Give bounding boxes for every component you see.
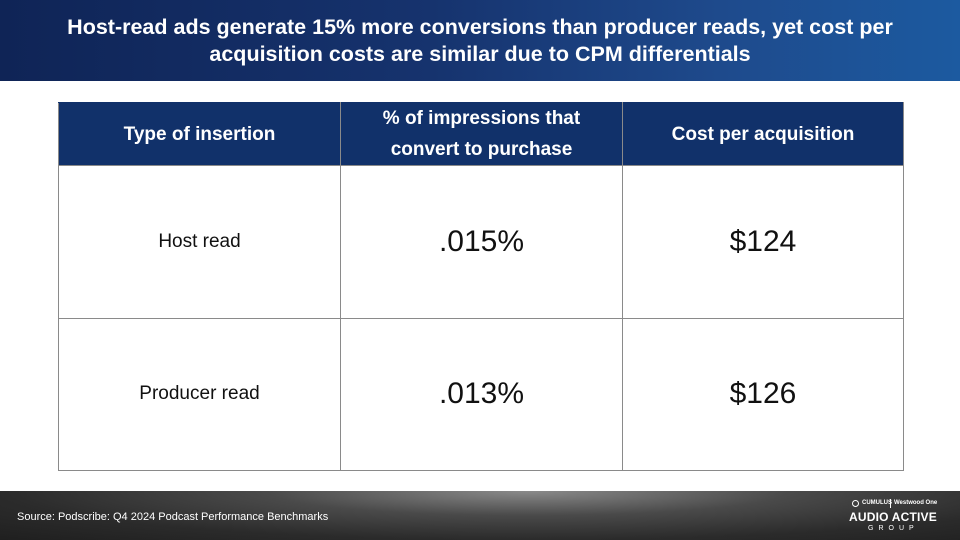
logo-westwood-text: Westwood One	[894, 500, 938, 506]
title-bar: Host-read ads generate 15% more conversi…	[0, 0, 960, 81]
logo-cumulus-text: CUMULUS	[862, 500, 892, 506]
conversion-rate-cell: .013%	[340, 317, 623, 471]
comparison-table: Type of insertion % of impressions that …	[58, 102, 904, 471]
insertion-type-cell: Producer read	[58, 317, 341, 471]
audio-active-group-logo: CUMULUS Westwood One AUDIO ACTIVE GROUP	[836, 499, 952, 533]
table-row: Producer read .013% $126	[58, 317, 904, 471]
cost-per-acquisition-cell: $124	[622, 165, 904, 319]
insertion-type-cell: Host read	[58, 165, 341, 319]
cumulus-mark-icon	[852, 500, 859, 507]
slide-title: Host-read ads generate 15% more conversi…	[67, 14, 893, 66]
logo-sub-text: GROUP	[868, 525, 919, 532]
footer: Source: Podscribe: Q4 2024 Podcast Perfo…	[0, 491, 960, 540]
conversion-rate-cell: .015%	[340, 165, 623, 319]
logo-divider	[890, 499, 891, 508]
column-header-cost-per-acquisition: Cost per acquisition	[622, 102, 904, 166]
cost-per-acquisition-cell: $126	[622, 317, 904, 471]
logo-main-text: AUDIO ACTIVE	[849, 510, 937, 524]
table-row: Host read .015% $124	[58, 165, 904, 319]
source-note: Source: Podscribe: Q4 2024 Podcast Perfo…	[17, 511, 329, 523]
table-header-row: Type of insertion % of impressions that …	[58, 102, 904, 166]
column-header-insertion-type: Type of insertion	[58, 102, 341, 166]
comparison-table-container: Type of insertion % of impressions that …	[58, 102, 904, 471]
logo-top-line: CUMULUS Westwood One	[852, 499, 952, 508]
column-header-conversion-rate: % of impressions that convert to purchas…	[340, 102, 623, 166]
